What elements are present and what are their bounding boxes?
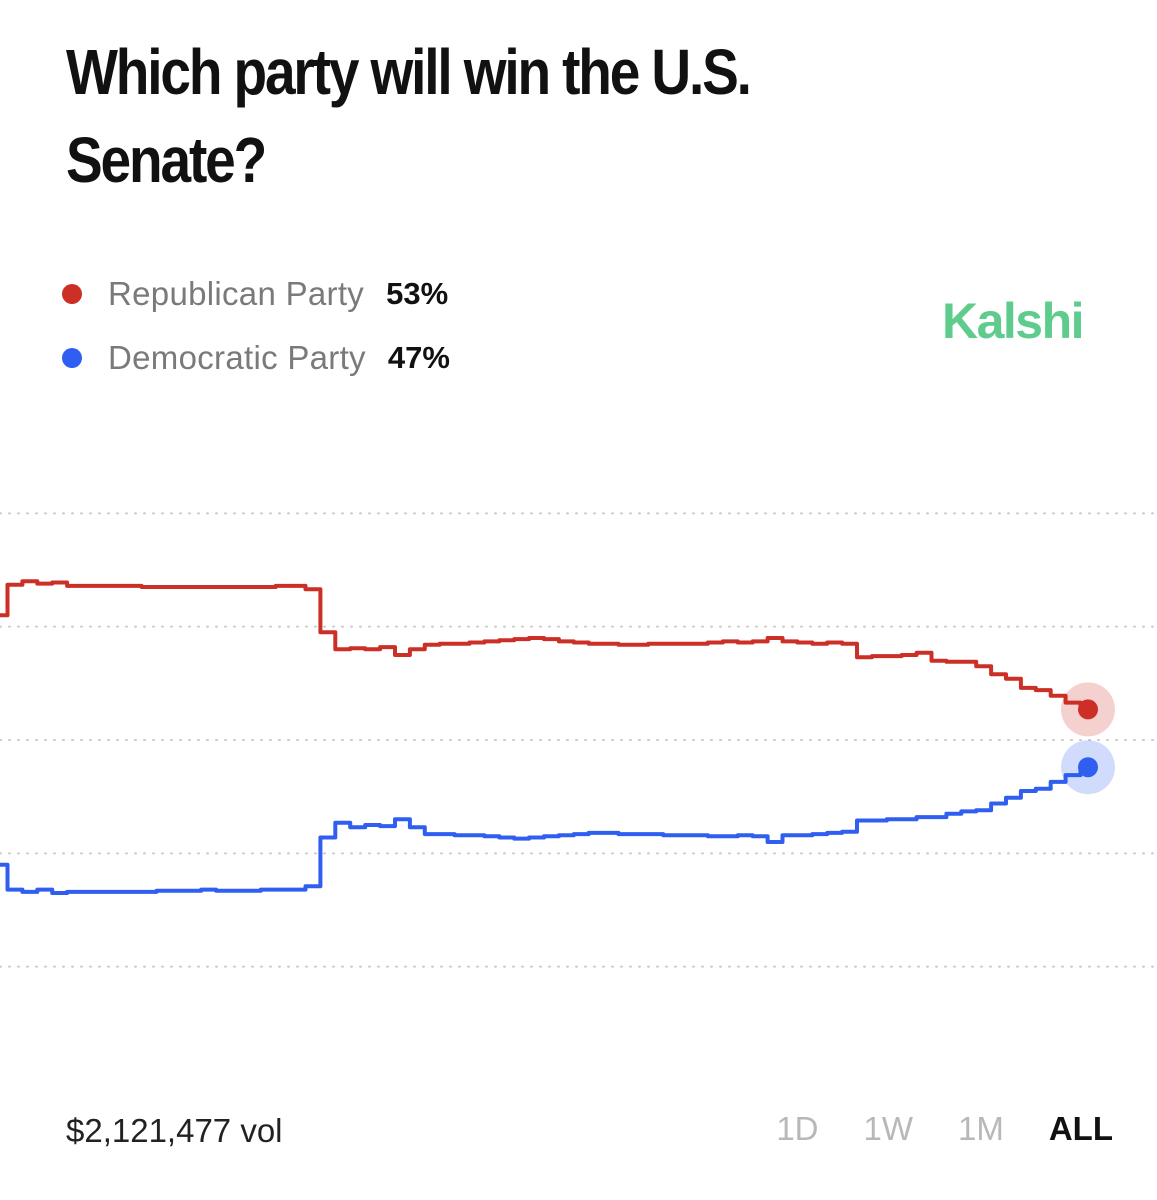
legend-label-republican: Republican Party: [108, 275, 365, 312]
page-title: Which party will win the U.S. Senate?: [66, 36, 752, 196]
endpoint-dot-republican: [1078, 699, 1098, 720]
series-line-democratic: [0, 765, 1088, 895]
time-range-selector: 1D 1W 1M ALL: [776, 1110, 1113, 1148]
legend-label-democratic: Democratic Party: [108, 339, 366, 376]
legend: Republican Party 53% Democratic Party 47…: [62, 262, 450, 390]
legend-item-democratic: Democratic Party 47%: [62, 326, 450, 390]
range-button-1d[interactable]: 1D: [776, 1110, 819, 1147]
series-line-republican: [0, 579, 1088, 712]
brand-logo: Kalshi: [942, 293, 1085, 349]
series-layer: [0, 579, 1088, 895]
legend-item-republican: Republican Party 53%: [62, 262, 450, 326]
endpoint-dot-democratic: [1078, 757, 1098, 778]
republican-dot-icon: [62, 284, 82, 304]
grid-layer: [0, 512, 1157, 968]
range-button-1m[interactable]: 1M: [958, 1110, 1004, 1147]
legend-value-republican: 53%: [386, 276, 449, 311]
range-button-1w[interactable]: 1W: [863, 1110, 914, 1147]
range-button-all[interactable]: ALL: [1048, 1110, 1113, 1147]
legend-value-democratic: 47%: [387, 340, 450, 375]
line-chart: [0, 512, 1157, 968]
marker-layer: [1061, 682, 1115, 795]
volume-label: $2,121,477 vol: [66, 1112, 283, 1149]
democratic-dot-icon: [62, 348, 82, 368]
